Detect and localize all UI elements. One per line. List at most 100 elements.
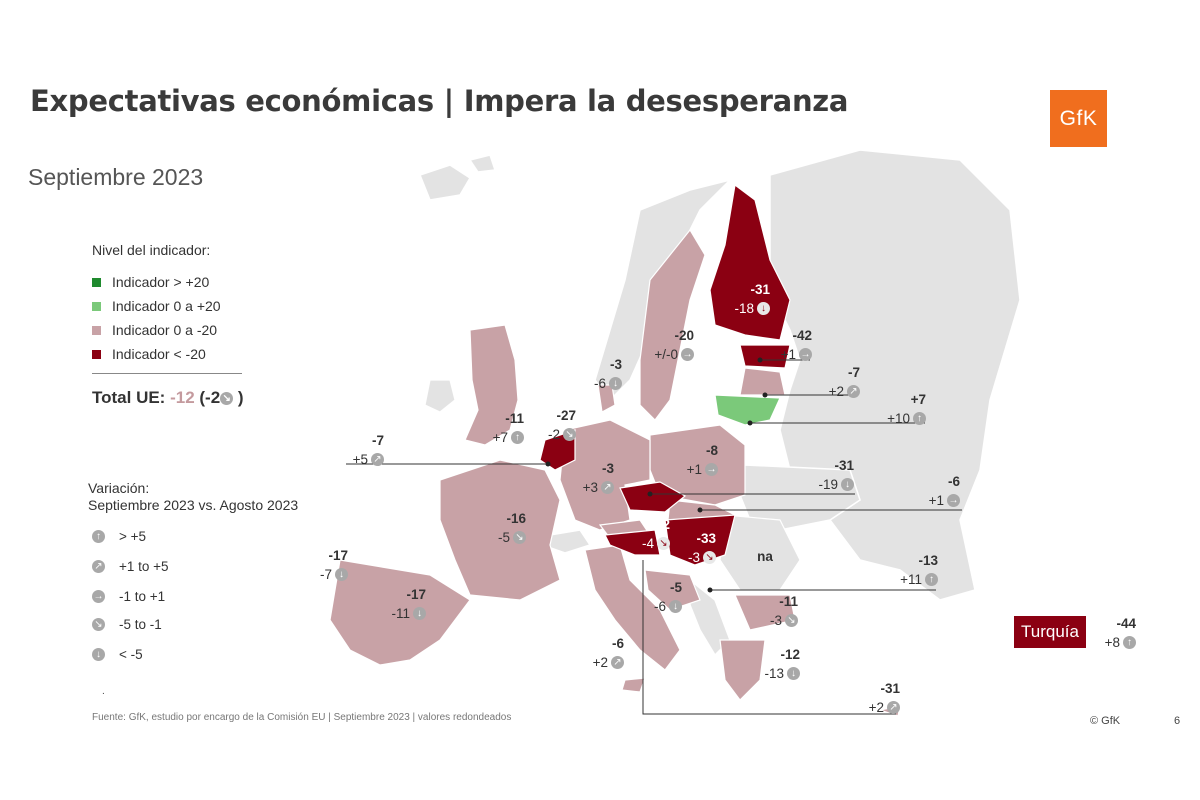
legend-item-label: Indicador > +20 xyxy=(112,274,210,290)
country-label: -17 -7 ↓ xyxy=(306,546,348,584)
variation-title: Variación: Septiembre 2023 vs. Agosto 20… xyxy=(88,480,298,514)
legend-item-label: Indicador 0 a +20 xyxy=(112,298,221,314)
country-change: -7 xyxy=(319,567,332,582)
country-change: +5 xyxy=(352,452,368,467)
country-value: -17 xyxy=(328,548,348,563)
croatia xyxy=(644,569,701,611)
country-value: -31 xyxy=(834,458,854,473)
country-value: -13 xyxy=(918,553,938,568)
variation-title-line2: Septiembre 2023 vs. Agosto 2023 xyxy=(88,497,299,513)
greece xyxy=(719,639,766,701)
country-label: -12 -13 ↓ xyxy=(760,645,800,683)
country-value: -3 xyxy=(601,461,614,476)
arrow-up-icon: ↑ xyxy=(511,431,524,444)
country-value: -7 xyxy=(847,365,860,380)
country-label: -7 +5 ↗ xyxy=(344,431,384,469)
country-label: -17 -11 ↓ xyxy=(376,585,426,623)
arrow-down-icon: ↓ xyxy=(413,607,426,620)
arrow-up-right-icon: ↗ xyxy=(601,481,614,494)
footer-dot: . xyxy=(102,686,105,697)
turkey-value: -44 xyxy=(1116,616,1136,631)
switzerland xyxy=(547,529,592,554)
country-value: -6 xyxy=(611,636,624,651)
country-value: -32 xyxy=(650,517,670,532)
country-value: na xyxy=(757,549,773,564)
svalbard xyxy=(468,154,497,173)
legend-swatch xyxy=(92,277,101,287)
country-change: +3 xyxy=(582,480,598,495)
arrow-up-right-icon: ↗ xyxy=(371,453,384,466)
country-value: -11 xyxy=(505,411,524,426)
slovenia xyxy=(604,529,661,556)
country-label: -3 -6 ↓ xyxy=(576,355,622,393)
legend-swatch xyxy=(92,325,101,335)
country-value: -20 xyxy=(674,328,694,343)
country-change: +1 xyxy=(780,347,796,362)
turkey-badge: Turquía xyxy=(1014,616,1086,648)
total-change: (-2 xyxy=(199,388,221,407)
country-label: -20 +/-0 → xyxy=(624,326,694,364)
page-number: 6 xyxy=(1174,715,1181,727)
ukraine xyxy=(739,464,861,531)
country-value: -17 xyxy=(406,587,426,602)
country-label: -13 +11 ↑ xyxy=(888,551,938,589)
total-close: ) xyxy=(237,388,244,407)
arrow-down-right-icon: ↘ xyxy=(220,392,234,406)
country-value: -7 xyxy=(371,433,384,448)
latvia xyxy=(739,367,786,396)
country-value: -31 xyxy=(750,282,770,297)
country-label: -31 +2 ↗ xyxy=(860,679,900,717)
arrow-down-right-icon: ↘ xyxy=(513,531,526,544)
arrow-down-icon: ↓ xyxy=(609,377,622,390)
country-change: -11 xyxy=(391,606,410,621)
country-value: -8 xyxy=(705,443,718,458)
italy xyxy=(584,544,681,671)
russia-region xyxy=(769,149,1021,601)
country-change: +1 xyxy=(928,493,944,508)
legend-item-label: Indicador < -20 xyxy=(112,346,206,362)
country-label: -6 +2 ↗ xyxy=(584,634,624,672)
sicily xyxy=(621,677,646,693)
country-change: -13 xyxy=(764,666,784,681)
country-value: -6 xyxy=(947,474,960,489)
country-value: -16 xyxy=(506,511,526,526)
page-title: Expectativas económicas | Impera la dese… xyxy=(30,84,849,118)
arrow-down-right-icon: ↘ xyxy=(785,614,798,627)
gfk-logo: GfK xyxy=(1050,90,1107,147)
country-label: -8 +1 → xyxy=(678,441,718,479)
country-value: -27 xyxy=(556,408,576,423)
arrow-right-icon: → xyxy=(705,463,718,476)
country-label: -31 -19 ↓ xyxy=(810,456,854,494)
country-change: +10 xyxy=(887,411,910,426)
variation-item: ↘ -5 to -1 xyxy=(92,617,162,632)
legend-title: Nivel del indicador: xyxy=(92,242,211,258)
country-change: -19 xyxy=(818,477,838,492)
lithuania xyxy=(714,394,781,426)
variation-item: ↑ > +5 xyxy=(92,529,146,544)
spain xyxy=(329,559,471,666)
legend-swatch xyxy=(92,349,101,359)
legend-item-label: Indicador 0 a -20 xyxy=(112,322,218,338)
country-change: +7 xyxy=(492,430,508,445)
denmark xyxy=(597,384,616,413)
country-value: -12 xyxy=(780,647,800,662)
country-change: -6 xyxy=(653,599,666,614)
country-label: +7 +10 ↑ xyxy=(876,390,926,428)
sweden xyxy=(639,228,706,421)
arrow-up-icon: ↑ xyxy=(92,530,105,543)
arrow-down-right-icon: ↘ xyxy=(657,537,670,550)
poland xyxy=(649,424,746,506)
country-value: -5 xyxy=(669,580,682,595)
legend-item-positive: Indicador 0 a +20 xyxy=(92,298,221,314)
country-change: +11 xyxy=(900,572,922,587)
country-label: -27 -2 ↘ xyxy=(534,406,576,444)
variation-item-label: > +5 xyxy=(119,529,147,544)
country-label: -42 +1 → xyxy=(770,326,812,364)
country-label: -11 +7 ↑ xyxy=(484,409,524,447)
arrow-right-icon: → xyxy=(681,348,694,361)
arrow-up-icon: ↑ xyxy=(925,573,938,586)
france xyxy=(439,459,561,601)
source-note: Fuente: GfK, estudio por encargo de la C… xyxy=(92,712,512,723)
country-value: -31 xyxy=(880,681,900,696)
arrow-up-right-icon: ↗ xyxy=(887,701,900,714)
